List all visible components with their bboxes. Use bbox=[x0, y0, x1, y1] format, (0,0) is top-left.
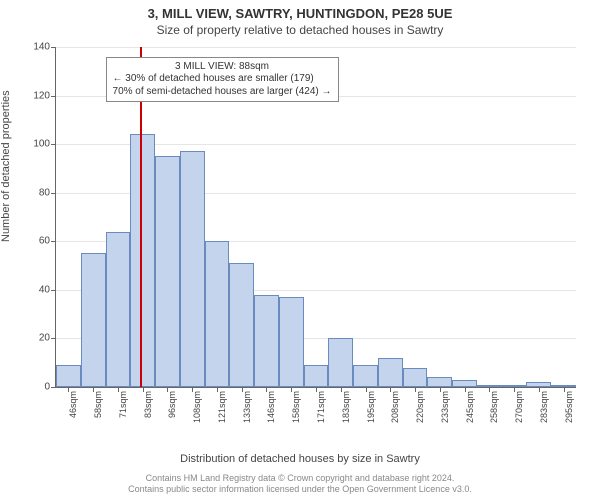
x-axis-title: Distribution of detached houses by size … bbox=[0, 453, 600, 465]
xtick-label: 133sqm bbox=[242, 391, 252, 423]
xtick-label: 183sqm bbox=[341, 391, 351, 423]
histogram-bar bbox=[427, 377, 452, 387]
ytick-mark bbox=[51, 47, 56, 48]
histogram-bar bbox=[229, 263, 254, 387]
annotation-box: 3 MILL VIEW: 88sqm← 30% of detached hous… bbox=[106, 57, 339, 103]
chart-title-sub: Size of property relative to detached ho… bbox=[0, 21, 600, 37]
attribution-text: Contains HM Land Registry data © Crown c… bbox=[0, 473, 600, 496]
histogram-bar bbox=[180, 151, 205, 387]
xtick-label: 46sqm bbox=[68, 391, 78, 418]
xtick-label: 258sqm bbox=[489, 391, 499, 423]
xtick-label: 283sqm bbox=[539, 391, 549, 423]
histogram-bar bbox=[106, 232, 131, 387]
ytick-label: 0 bbox=[44, 382, 50, 393]
xtick-label: 233sqm bbox=[440, 391, 450, 423]
histogram-bar bbox=[452, 380, 477, 387]
histogram-bar bbox=[130, 134, 155, 387]
ytick-label: 140 bbox=[33, 42, 50, 53]
ytick-label: 120 bbox=[33, 90, 50, 101]
xtick-label: 108sqm bbox=[192, 391, 202, 423]
xtick-label: 220sqm bbox=[415, 391, 425, 423]
xtick-label: 245sqm bbox=[465, 391, 475, 423]
annotation-line: 70% of semi-detached houses are larger (… bbox=[113, 86, 332, 99]
ytick-mark bbox=[51, 241, 56, 242]
ytick-mark bbox=[51, 193, 56, 194]
histogram-bar bbox=[155, 156, 180, 387]
xtick-label: 270sqm bbox=[514, 391, 524, 423]
annotation-line: ← 30% of detached houses are smaller (17… bbox=[113, 73, 332, 86]
y-axis-title: Number of detached properties bbox=[0, 90, 12, 242]
xtick-label: 146sqm bbox=[266, 391, 276, 423]
xtick-label: 96sqm bbox=[167, 391, 177, 418]
ytick-mark bbox=[51, 338, 56, 339]
ytick-label: 100 bbox=[33, 139, 50, 150]
ytick-mark bbox=[51, 290, 56, 291]
chart-title-main: 3, MILL VIEW, SAWTRY, HUNTINGDON, PE28 5… bbox=[0, 0, 600, 21]
xtick-label: 208sqm bbox=[390, 391, 400, 423]
gridline bbox=[56, 47, 576, 48]
xtick-label: 295sqm bbox=[564, 391, 574, 423]
histogram-bar bbox=[378, 358, 403, 387]
histogram-bar bbox=[56, 365, 81, 387]
ytick-mark bbox=[51, 144, 56, 145]
xtick-label: 121sqm bbox=[217, 391, 227, 423]
histogram-bar bbox=[353, 365, 378, 387]
xtick-label: 71sqm bbox=[118, 391, 128, 418]
ytick-label: 40 bbox=[39, 284, 50, 295]
chart-container: Number of detached properties 0204060801… bbox=[0, 37, 600, 447]
histogram-bar bbox=[81, 253, 106, 387]
histogram-bar bbox=[328, 338, 353, 387]
histogram-bar bbox=[279, 297, 304, 387]
xtick-label: 83sqm bbox=[143, 391, 153, 418]
xtick-label: 58sqm bbox=[93, 391, 103, 418]
ytick-mark bbox=[51, 387, 56, 388]
plot-area: 02040608010012014046sqm58sqm71sqm83sqm96… bbox=[55, 47, 576, 388]
attribution-line-2: Contains public sector information licen… bbox=[0, 484, 600, 496]
attribution-line-1: Contains HM Land Registry data © Crown c… bbox=[0, 473, 600, 485]
xtick-label: 195sqm bbox=[366, 391, 376, 423]
ytick-mark bbox=[51, 96, 56, 97]
histogram-bar bbox=[403, 368, 428, 387]
histogram-bar bbox=[254, 295, 279, 387]
annotation-line: 3 MILL VIEW: 88sqm bbox=[113, 61, 332, 74]
histogram-bar bbox=[205, 241, 230, 387]
ytick-label: 20 bbox=[39, 333, 50, 344]
ytick-label: 80 bbox=[39, 187, 50, 198]
xtick-label: 158sqm bbox=[291, 391, 301, 423]
histogram-bar bbox=[304, 365, 329, 387]
ytick-label: 60 bbox=[39, 236, 50, 247]
xtick-label: 171sqm bbox=[316, 391, 326, 423]
